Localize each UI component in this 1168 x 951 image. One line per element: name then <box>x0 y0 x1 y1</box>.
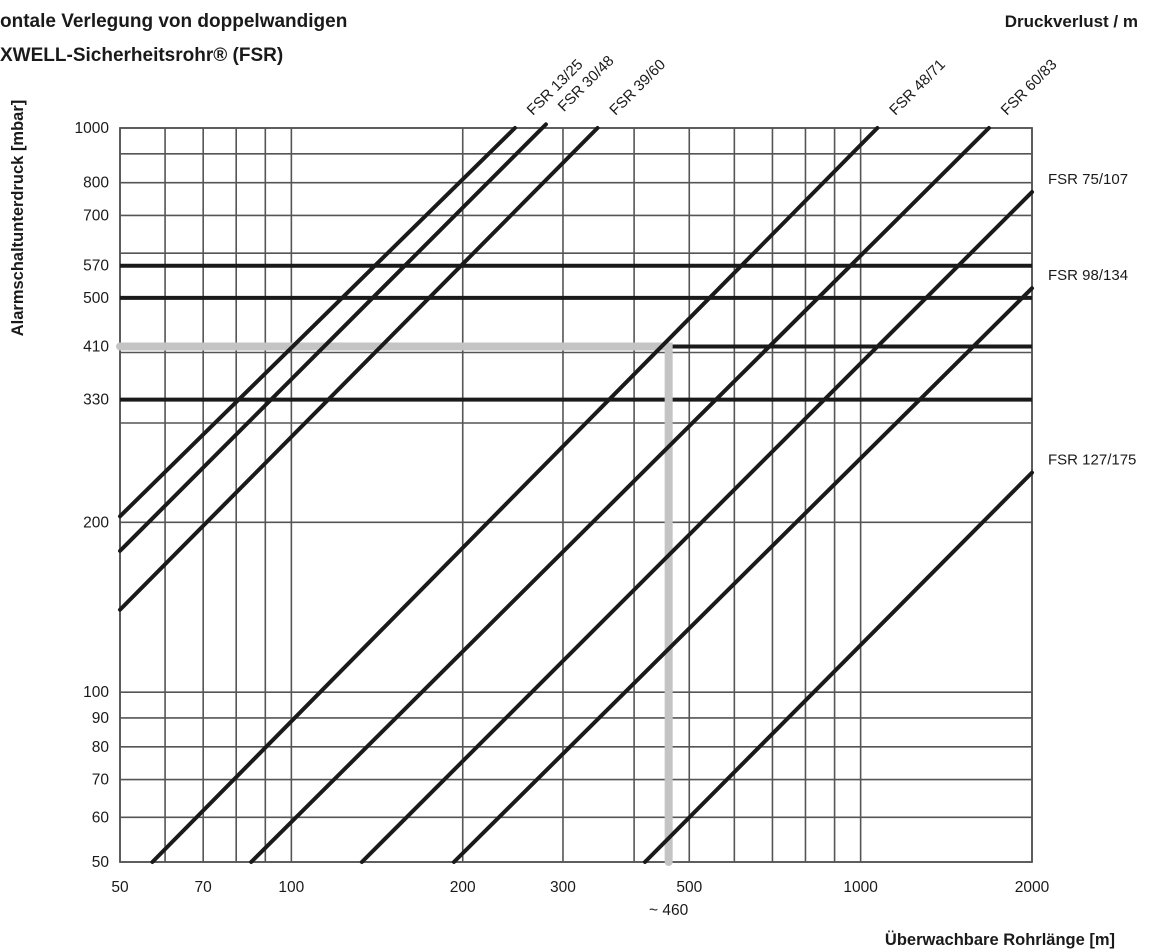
series-label: FSR 75/107 <box>1048 171 1128 188</box>
series-line <box>642 470 1034 864</box>
example-path-line <box>116 342 673 866</box>
chart-title-line-2: XWELL-Sicherheitsrohr® (FSR) <box>0 45 283 66</box>
series-label: FSR 48/71 <box>886 56 949 119</box>
x-tick-label: 100 <box>278 879 304 896</box>
x-tick-label: 200 <box>450 879 476 896</box>
y-tick-label: 500 <box>83 290 109 307</box>
x-tick-label: 1000 <box>843 879 878 896</box>
y-tick-label: 100 <box>83 684 109 701</box>
threshold-lines <box>120 263 1032 402</box>
y-tick-label: 410 <box>83 338 109 355</box>
y-tick-label: 70 <box>92 772 110 789</box>
y-axis-label: Alarmschaltunterdruck [mbar] <box>9 100 27 337</box>
fsr-series-lines <box>118 122 1034 864</box>
x-tick-label: 2000 <box>1015 879 1050 896</box>
y-tick-label: 60 <box>92 809 110 826</box>
x-annotation-label: ~ 460 <box>649 902 689 919</box>
y-tick-label: 1000 <box>75 120 110 137</box>
x-tick-label: 300 <box>550 879 576 896</box>
y-tick-label: 330 <box>83 392 109 409</box>
series-label: FSR 60/83 <box>998 56 1061 119</box>
series-label: FSR 127/175 <box>1048 452 1136 469</box>
series-line <box>451 286 1034 864</box>
series-line <box>150 126 880 864</box>
y-tick-label: 50 <box>92 854 110 871</box>
plot-grid <box>119 127 1033 863</box>
series-line <box>359 190 1034 864</box>
x-tick-label: 70 <box>195 879 213 896</box>
series-line <box>249 126 991 864</box>
series-line <box>118 126 600 612</box>
y-tick-label: 90 <box>92 710 110 727</box>
chart-title-line-1: ontale Verlegung von doppelwandigen <box>0 11 347 32</box>
x-tick-label: 500 <box>676 879 702 896</box>
y-tick-label: 80 <box>92 739 110 756</box>
plot-frame <box>119 127 1033 863</box>
y-tick-label: 800 <box>83 175 109 192</box>
example-reading-path <box>116 342 673 866</box>
x-axis-label: Überwachbare Rohrlänge [m] <box>885 930 1115 949</box>
y-tick-label: 200 <box>83 514 109 531</box>
y-tick-label: 700 <box>83 207 109 224</box>
series-label: FSR 98/134 <box>1048 267 1128 284</box>
axis-ticks: 50 60 70 80 90 100 200 330 410 500 570 700 800 1000 50… <box>75 120 1050 919</box>
series-line <box>118 126 517 519</box>
x-tick-label: 50 <box>111 879 129 896</box>
header-pressure-loss: Druckverlust / m <box>1005 12 1138 31</box>
y-tick-label: 570 <box>83 258 109 275</box>
series-line <box>118 122 548 553</box>
